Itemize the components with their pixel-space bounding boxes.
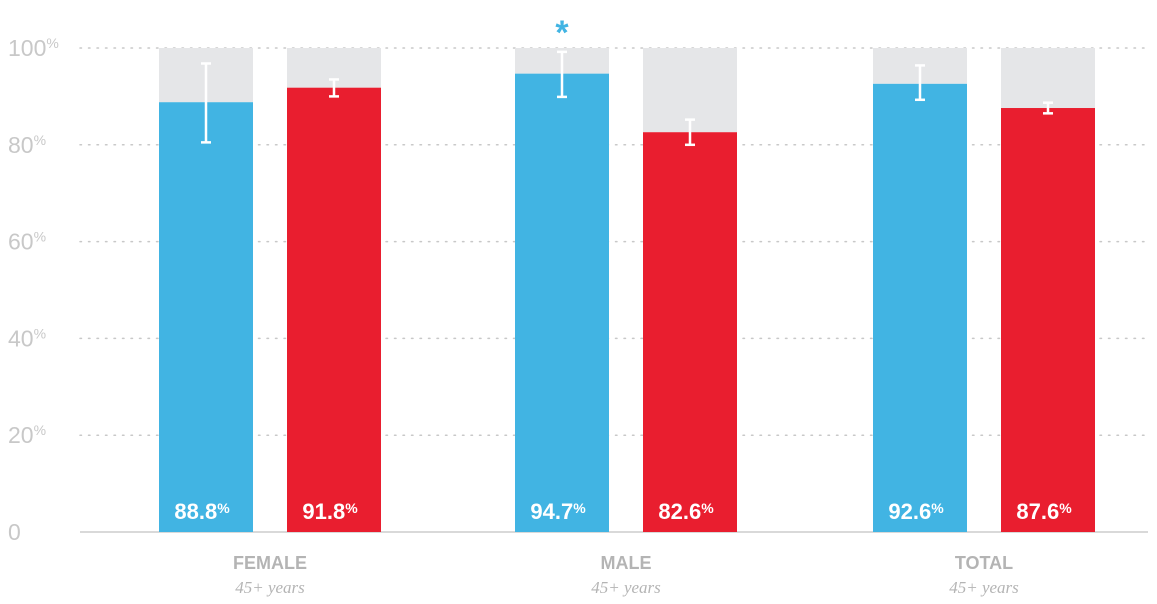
error-bar	[1043, 101, 1053, 115]
bar-remainder	[1001, 48, 1095, 109]
data-label-value: 94.7	[530, 499, 573, 524]
data-label-percent-sign: %	[1059, 500, 1072, 516]
data-label-percent-sign: %	[931, 500, 944, 516]
data-label: 92.6%	[888, 499, 944, 524]
category-labels: FEMALE 45+ years MALE 45+ years * TOTAL 45+ ye…	[233, 14, 1019, 597]
bar-male-red	[643, 132, 737, 532]
data-label: 91.8%	[302, 499, 358, 524]
significance-asterisk: *	[555, 14, 569, 52]
error-bar	[557, 50, 567, 99]
category-sublabel: 45+ years	[591, 578, 661, 597]
data-label-value: 82.6	[658, 499, 701, 524]
y-tick-label-0: 0	[8, 519, 21, 545]
bar-female-blue	[159, 102, 253, 532]
y-tick-percent-sign: %	[34, 325, 46, 341]
data-label-value: 91.8	[302, 499, 345, 524]
y-tick-percent-sign: %	[34, 229, 46, 245]
data-label-percent-sign: %	[217, 500, 230, 516]
category-sublabel: 45+ years	[235, 578, 305, 597]
bars: 88.8% 94.7% 92.6%91.8% 82.6% 87.6%	[159, 48, 1095, 533]
error-bar	[201, 62, 211, 144]
y-tick-percent-sign: %	[34, 422, 46, 438]
data-label-value: 92.6	[888, 499, 931, 524]
y-tick-label-20: 20%	[8, 422, 46, 448]
data-label: 82.6%	[658, 499, 714, 524]
category-label-male: MALE	[601, 553, 652, 573]
y-tick-label-40: 40%	[8, 325, 46, 351]
y-tick-label-100: 100%	[8, 35, 59, 61]
y-tick-label-80: 80%	[8, 132, 46, 158]
error-bar	[685, 118, 695, 147]
data-label-value: 87.6	[1016, 499, 1059, 524]
data-label-percent-sign: %	[345, 500, 358, 516]
y-axis-ticks: 0 20% 40% 60% 80% 100%	[8, 35, 59, 545]
category-sublabel: 45+ years	[949, 578, 1019, 597]
data-label: 88.8%	[174, 499, 230, 524]
bar-total-blue	[873, 83, 967, 532]
category-label-total: TOTAL	[955, 553, 1013, 573]
y-tick-percent-sign: %	[34, 132, 46, 148]
data-label-percent-sign: %	[701, 500, 714, 516]
y-tick-label-60: 60%	[8, 229, 46, 255]
category-label-female: FEMALE	[233, 553, 307, 573]
error-bar	[915, 64, 925, 102]
y-tick-percent-sign: %	[46, 35, 58, 51]
data-label-value: 88.8	[174, 499, 217, 524]
data-label-percent-sign: %	[573, 500, 586, 516]
bar-total-red	[1001, 108, 1095, 533]
error-bar	[329, 78, 339, 98]
data-label: 87.6%	[1016, 499, 1072, 524]
data-label: 94.7%	[530, 499, 586, 524]
bar-male-blue	[515, 73, 609, 532]
bar-remainder	[643, 48, 737, 133]
bar-female-red	[287, 87, 381, 533]
grid-lines	[79, 47, 1149, 533]
